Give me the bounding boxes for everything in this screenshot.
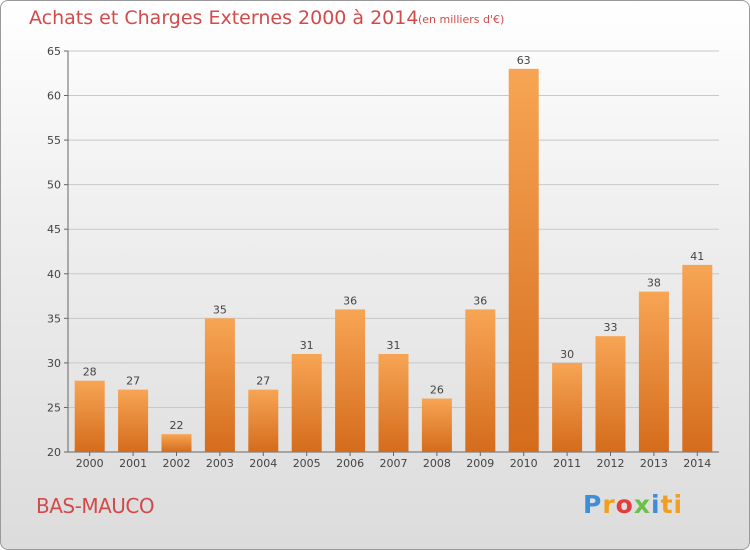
bar-2008 [421,398,452,452]
bar-2001 [118,389,149,452]
y-tick-label: 45 [47,223,61,236]
x-tick-label: 2011 [553,457,581,470]
x-tick-label: 2001 [119,457,147,470]
x-tick-label: 2009 [466,457,494,470]
data-label: 36 [343,294,357,307]
bar-2006 [335,309,366,452]
bar-2003 [204,318,235,452]
x-tick-label: 2008 [423,457,451,470]
data-label: 31 [300,339,314,352]
x-tick-label: 2005 [293,457,321,470]
x-tick-label: 2010 [510,457,538,470]
bar-2007 [378,353,409,452]
y-tick-label: 60 [47,90,61,103]
x-tick-label: 2003 [206,457,234,470]
bar-2000 [74,380,105,452]
bar-2012 [595,336,626,452]
x-tick-label: 2000 [76,457,104,470]
y-tick-label: 25 [47,401,61,414]
data-label: 31 [387,339,401,352]
chart-title: Achats et Charges Externes 2000 à 2014 [29,7,419,29]
data-label: 30 [560,348,574,361]
x-tick-label: 2014 [683,457,711,470]
bar-2005 [291,353,322,452]
data-label: 38 [647,277,661,290]
data-labels: 28 27 22 35 27 31 36 31 26 36 63 30 33 38 41 [83,54,705,432]
data-label: 41 [690,250,704,263]
data-label: 22 [170,419,184,432]
bar-2004 [248,389,279,452]
bar-2013 [638,291,669,452]
y-tick-label: 50 [47,179,61,192]
x-tick-label: 2013 [640,457,668,470]
bar-2011 [552,362,583,452]
commune-name: BAS-MAUCO [36,494,155,518]
y-tick-label: 35 [47,312,61,325]
data-label: 27 [126,375,140,388]
y-tick-label: 65 [47,45,61,58]
y-tick-label: 55 [47,134,61,147]
data-label: 33 [604,321,618,334]
chart-subtitle: (en milliers d'€) [418,13,505,26]
bar-2002 [161,434,192,452]
data-label: 36 [473,294,487,307]
data-label: 26 [430,384,444,397]
x-tick-label: 2007 [380,457,408,470]
data-label: 35 [213,303,227,316]
bar-2010 [508,68,539,453]
bar-2014 [682,264,713,452]
y-tick-label: 40 [47,268,61,281]
x-tick-label: 2012 [597,457,625,470]
proxiti-logo[interactable]: Proxiti [583,490,684,519]
data-label: 28 [83,366,97,379]
data-label: 27 [256,375,270,388]
x-tick-label: 2006 [336,457,364,470]
y-tick-label: 30 [47,357,61,370]
bars [74,68,713,453]
data-label: 63 [517,54,531,67]
bar-2009 [465,309,496,452]
x-tick-label: 2004 [249,457,277,470]
x-tick-label: 2002 [163,457,191,470]
y-tick-label: 20 [47,446,61,459]
